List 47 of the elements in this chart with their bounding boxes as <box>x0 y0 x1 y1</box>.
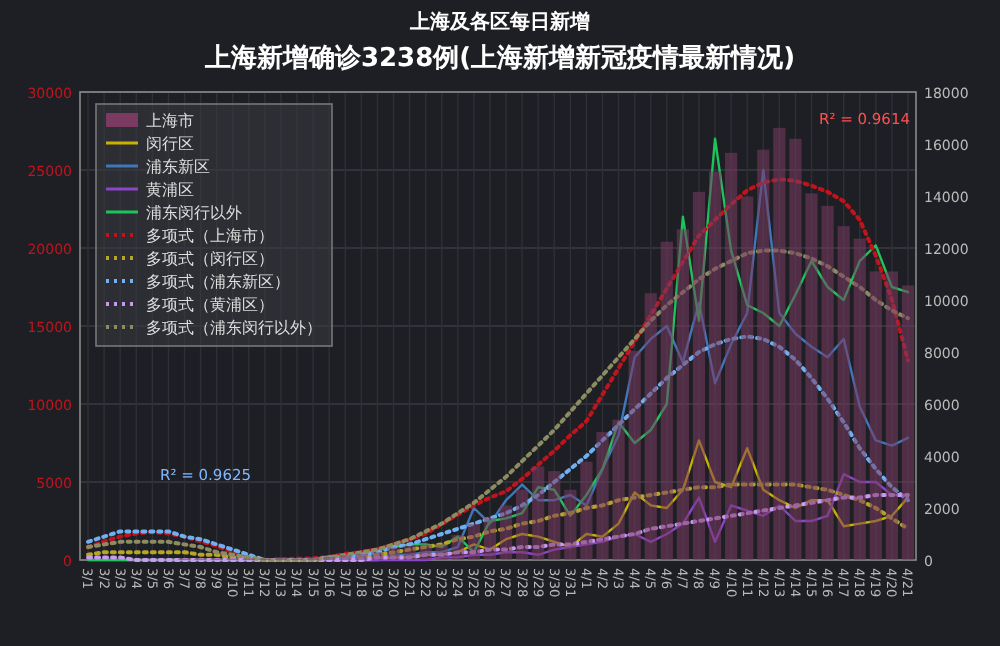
bar <box>708 171 722 560</box>
bar <box>805 193 818 560</box>
bar <box>789 138 802 560</box>
legend-label: 多项式（上海市） <box>146 227 274 245</box>
bar <box>516 489 529 560</box>
bar <box>853 238 866 560</box>
legend-label: 上海市 <box>146 112 194 130</box>
bar <box>725 152 738 560</box>
bar <box>869 271 882 560</box>
bar <box>773 127 786 560</box>
bar <box>757 149 770 560</box>
legend-label: 浦东闵行以外 <box>146 204 242 222</box>
bar <box>483 517 497 560</box>
legend-label: 多项式（浦东闵行以外） <box>146 319 322 337</box>
bar <box>692 191 706 560</box>
bar <box>564 489 577 560</box>
bar <box>451 535 464 560</box>
bar <box>644 293 657 560</box>
legend-label: 黄浦区 <box>146 181 194 199</box>
legend-label: 多项式（浦东新区） <box>146 273 290 291</box>
chart-title: 上海及各区每日新增 <box>408 10 590 34</box>
bar <box>628 350 641 560</box>
bar <box>403 545 416 560</box>
bar <box>387 547 400 560</box>
bar <box>435 544 448 560</box>
bar <box>885 271 898 560</box>
bar <box>532 466 545 560</box>
bar <box>901 285 915 560</box>
bar <box>660 241 673 560</box>
legend-label: 多项式（黄浦区） <box>146 296 274 314</box>
legend-label: 浦东新区 <box>146 158 210 176</box>
bar <box>596 432 609 560</box>
legend-label: 闵行区 <box>146 135 194 153</box>
bar <box>371 552 384 560</box>
text: 上海新增确诊3238例(上海新增新冠疫情最新情况) <box>202 42 796 74</box>
bar <box>355 553 368 560</box>
bar <box>467 524 480 560</box>
bar <box>580 461 593 560</box>
bar <box>821 205 834 560</box>
bar <box>612 419 625 560</box>
bar <box>676 229 689 560</box>
bar <box>548 471 561 560</box>
legend-label: 多项式（闵行区） <box>146 250 274 268</box>
bar <box>741 196 754 560</box>
bar <box>837 226 850 560</box>
bar <box>419 544 432 560</box>
bar <box>499 505 513 560</box>
